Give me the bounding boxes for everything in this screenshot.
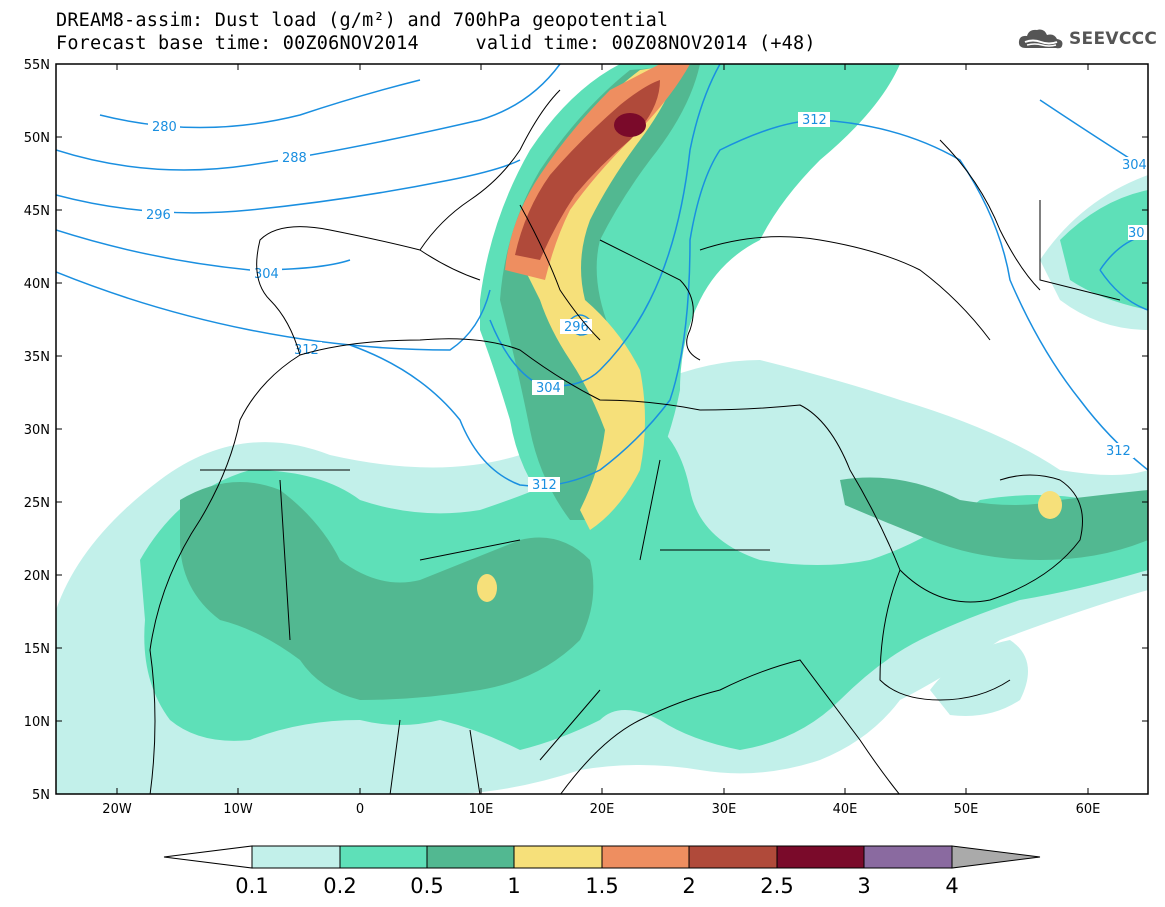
contour-label: 304 [1122, 158, 1147, 173]
contour-label: 312 [1106, 444, 1131, 459]
lat-labels: 55N 50N 45N 40N 35N 30N 25N 20N 15N 10N … [24, 58, 50, 803]
contour-label: 304 [254, 267, 279, 282]
lon-label: 10W [223, 802, 253, 817]
lat-label: 35N [24, 350, 50, 365]
lat-label: 55N [24, 58, 50, 73]
contour-label: 312 [532, 478, 557, 493]
lat-label: 15N [24, 642, 50, 657]
colorbar-swatch [776, 845, 865, 869]
coastlines [149, 89, 1121, 794]
colorbar-swatch [513, 845, 603, 869]
lat-label: 25N [24, 496, 50, 511]
contour-labels: 280 288 296 304 312 312 304 312 296 304 … [142, 112, 1148, 493]
cloud-icon [1018, 29, 1063, 49]
contour-label: 304 [536, 381, 561, 396]
base-time-label: Forecast base time: 00Z06NOV2014 [56, 33, 419, 54]
contour-label: 296 [564, 320, 589, 335]
lat-label: 45N [24, 204, 50, 219]
contour-label: 296 [146, 208, 171, 223]
colorbar [163, 845, 1041, 869]
lon-ticks [116, 64, 1089, 794]
colorbar-label: 1.5 [585, 874, 618, 898]
valid-time-label: valid time: 00Z08NOV2014 (+48) [475, 33, 816, 54]
lon-label: 0 [356, 802, 364, 817]
lon-label: 60E [1076, 802, 1101, 817]
contour-label: 312 [802, 113, 827, 128]
colorbar-swatch [339, 845, 428, 869]
time-info: Forecast base time: 00Z06NOV2014 valid t… [56, 33, 816, 54]
contour-label: 280 [152, 120, 177, 135]
colorbar-swatch [251, 845, 341, 869]
lat-label: 5N [32, 788, 50, 803]
lon-label: 20E [590, 802, 615, 817]
lon-labels: 20W 10W 0 10E 20E 30E 40E 50E 60E [102, 802, 1100, 817]
colorbar-high-arrow [951, 845, 1041, 869]
map-title: DREAM8-assim: Dust load (g/m²) and 700hP… [56, 10, 669, 31]
lat-label: 40N [24, 277, 50, 292]
logo-text: SEEVCCC [1069, 29, 1158, 49]
lat-ticks [56, 63, 1148, 722]
lon-label: 20W [102, 802, 132, 817]
colorbar-label: 0.5 [410, 874, 443, 898]
colorbar-low-arrow [163, 845, 253, 869]
colorbar-label: 2.5 [760, 874, 793, 898]
colorbar-label: 3 [857, 874, 870, 898]
contour-label: 30 [1128, 226, 1145, 241]
dust-layer [56, 64, 1148, 794]
colorbar-labels: 0.1 0.2 0.5 1 1.5 2 2.5 3 4 [235, 874, 958, 898]
colorbar-label: 0.2 [323, 874, 356, 898]
colorbar-swatch [601, 845, 690, 869]
contour-label: 288 [282, 151, 307, 166]
lat-label: 30N [24, 423, 50, 438]
seevccc-logo: SEEVCCC [1016, 26, 1157, 52]
lat-label: 50N [24, 131, 50, 146]
colorbar-label: 4 [945, 874, 958, 898]
colorbar-swatch [863, 845, 953, 869]
lon-label: 40E [833, 802, 858, 817]
colorbar-label: 0.1 [235, 874, 268, 898]
lon-label: 10E [469, 802, 494, 817]
lat-label: 10N [24, 715, 50, 730]
colorbar-label: 1 [507, 874, 520, 898]
lat-label: 20N [24, 569, 50, 584]
colorbar-swatch [688, 845, 778, 869]
colorbar-label: 2 [682, 874, 695, 898]
lon-label: 50E [954, 802, 979, 817]
lon-label: 30E [712, 802, 737, 817]
colorbar-swatch [426, 845, 515, 869]
